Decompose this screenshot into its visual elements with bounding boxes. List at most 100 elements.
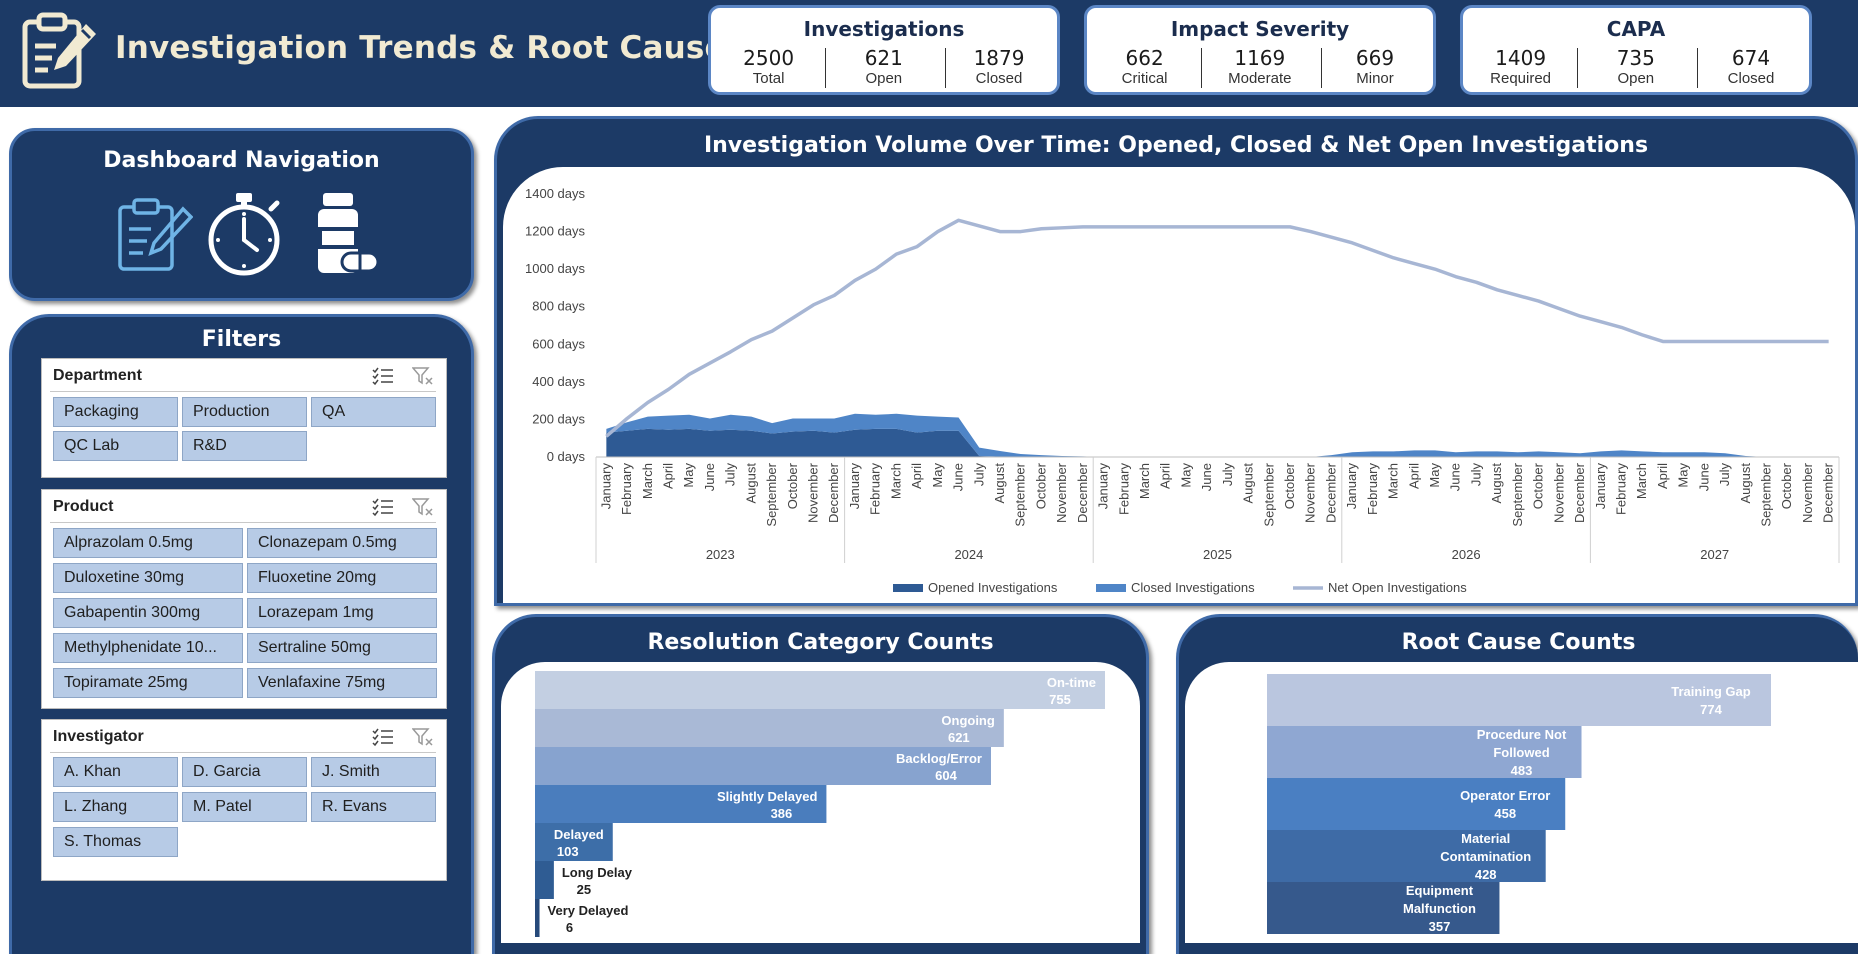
bar-category-label: On-time xyxy=(1047,675,1096,690)
product-chip[interactable]: Venlafaxine 75mg xyxy=(247,668,437,698)
product-chip[interactable]: Gabapentin 300mg xyxy=(53,598,243,628)
investigator-chip[interactable]: R. Evans xyxy=(311,792,436,822)
month-tick-label: July xyxy=(971,463,986,487)
department-chip[interactable]: Packaging xyxy=(53,397,178,427)
kpi-label: Total xyxy=(752,70,785,87)
month-tick-label: April xyxy=(1406,463,1421,489)
clear-filter-icon[interactable] xyxy=(412,497,434,517)
kpi-card-investigations: Investigations 2500 Total 621 Open 1879 Clo… xyxy=(708,5,1060,95)
month-tick-label: March xyxy=(640,463,655,499)
kpi-item: 2500 Total xyxy=(711,46,826,87)
year-tick-label: 2026 xyxy=(1452,547,1481,562)
slicer-title: Product xyxy=(53,498,114,515)
root-cause-bar xyxy=(1267,778,1566,830)
investigator-chip[interactable]: A. Khan xyxy=(53,757,178,787)
month-tick-label: January xyxy=(1344,463,1359,510)
investigator-chip[interactable]: S. Thomas xyxy=(53,827,178,857)
month-tick-label: August xyxy=(743,463,758,504)
month-tick-label: October xyxy=(1531,462,1546,509)
department-chip[interactable]: R&D xyxy=(182,431,307,461)
month-tick-label: October xyxy=(785,462,800,509)
month-tick-label: November xyxy=(1800,462,1815,523)
month-tick-label: November xyxy=(1551,462,1566,523)
month-tick-label: February xyxy=(1613,463,1628,516)
investigator-chip[interactable]: M. Patel xyxy=(182,792,307,822)
medicine-bottle-icon[interactable] xyxy=(312,191,382,277)
month-tick-label: February xyxy=(619,463,634,516)
month-tick-label: May xyxy=(1178,463,1193,488)
bar-value-label: 774 xyxy=(1700,702,1722,717)
product-chip[interactable]: Alprazolam 0.5mg xyxy=(53,528,243,558)
department-chip[interactable]: QA xyxy=(311,397,436,427)
department-chip[interactable]: QC Lab xyxy=(53,431,178,461)
legend-label: Opened Investigations xyxy=(928,580,1058,595)
kpi-value: 669 xyxy=(1355,46,1395,70)
product-chip[interactable]: Clonazepam 0.5mg xyxy=(247,528,437,558)
kpi-item: 1879 Closed xyxy=(941,46,1056,87)
month-tick-label: December xyxy=(1821,462,1836,523)
bar-category-label: Backlog/Error xyxy=(896,751,982,766)
month-tick-label: March xyxy=(1634,463,1649,499)
bar-category-label: Equipment xyxy=(1406,883,1474,898)
product-chip[interactable]: Topiramate 25mg xyxy=(53,668,243,698)
clipboard-pen-icon[interactable] xyxy=(107,191,193,275)
month-tick-label: January xyxy=(1096,463,1111,510)
product-chip[interactable]: Fluoxetine 20mg xyxy=(247,563,437,593)
month-tick-label: May xyxy=(681,463,696,488)
month-tick-label: November xyxy=(1303,462,1318,523)
y-tick-label: 600 days xyxy=(532,336,585,351)
slicer-separator xyxy=(50,522,436,523)
product-chip[interactable]: Duloxetine 30mg xyxy=(53,563,243,593)
investigator-chip[interactable]: D. Garcia xyxy=(182,757,307,787)
month-tick-label: November xyxy=(806,462,821,523)
month-tick-label: December xyxy=(1075,462,1090,523)
month-tick-label: September xyxy=(1261,462,1276,526)
multi-select-icon[interactable] xyxy=(372,497,394,517)
multi-select-icon[interactable] xyxy=(372,727,394,747)
resolution-bar xyxy=(535,709,1004,747)
bar-category-label: Followed xyxy=(1493,745,1549,760)
product-chip[interactable]: Sertraline 50mg xyxy=(247,633,437,663)
kpi-divider xyxy=(945,48,946,88)
product-chip[interactable]: Methylphenidate 10... xyxy=(53,633,243,663)
resolution-bar xyxy=(535,671,1105,709)
month-tick-label: April xyxy=(1158,463,1173,489)
kpi-value: 1879 xyxy=(973,46,1025,70)
investigator-chip[interactable]: L. Zhang xyxy=(53,792,178,822)
chart-title: Investigation Volume Over Time: Opened, … xyxy=(703,133,1649,158)
investigator-chip[interactable]: J. Smith xyxy=(311,757,436,787)
chart-title: Resolution Category Counts xyxy=(647,630,994,655)
month-tick-label: December xyxy=(1572,462,1587,523)
y-tick-label: 200 days xyxy=(532,411,585,426)
y-tick-label: 1000 days xyxy=(525,261,585,276)
root-cause-bar xyxy=(1267,882,1500,934)
kpi-value: 735 xyxy=(1616,46,1655,70)
month-tick-label: March xyxy=(888,463,903,499)
month-tick-label: February xyxy=(1365,463,1380,516)
bar-category-label: Contamination xyxy=(1440,849,1531,864)
clear-filter-icon[interactable] xyxy=(412,727,434,747)
clipboard-pen-icon xyxy=(22,12,96,89)
bar-category-label: Malfunction xyxy=(1403,901,1476,916)
kpi-divider xyxy=(1321,48,1322,88)
month-tick-label: March xyxy=(1137,463,1152,499)
bar-category-label: Delayed xyxy=(554,827,604,842)
resolution-bar-chart: On-time 755 Ongoing 621 Backlog/Error 604 Slig… xyxy=(535,671,1105,937)
kpi-value: 674 xyxy=(1731,46,1771,70)
kpi-label: Critical xyxy=(1121,70,1168,87)
y-tick-label: 1200 days xyxy=(525,224,585,239)
month-tick-label: July xyxy=(723,463,738,487)
month-tick-label: September xyxy=(1758,462,1773,526)
month-tick-label: June xyxy=(1199,463,1214,491)
bar-value-label: 458 xyxy=(1494,806,1516,821)
clear-filter-icon[interactable] xyxy=(412,366,434,386)
kpi-value: 1409 xyxy=(1495,46,1547,70)
stopwatch-icon[interactable] xyxy=(202,189,286,279)
month-tick-label: August xyxy=(992,463,1007,504)
department-chip[interactable]: Production xyxy=(182,397,307,427)
kpi-title: CAPA xyxy=(1606,17,1666,41)
product-chip[interactable]: Lorazepam 1mg xyxy=(247,598,437,628)
bar-category-label: Ongoing xyxy=(941,713,994,728)
multi-select-icon[interactable] xyxy=(372,366,394,386)
kpi-label: Closed xyxy=(1727,70,1775,87)
